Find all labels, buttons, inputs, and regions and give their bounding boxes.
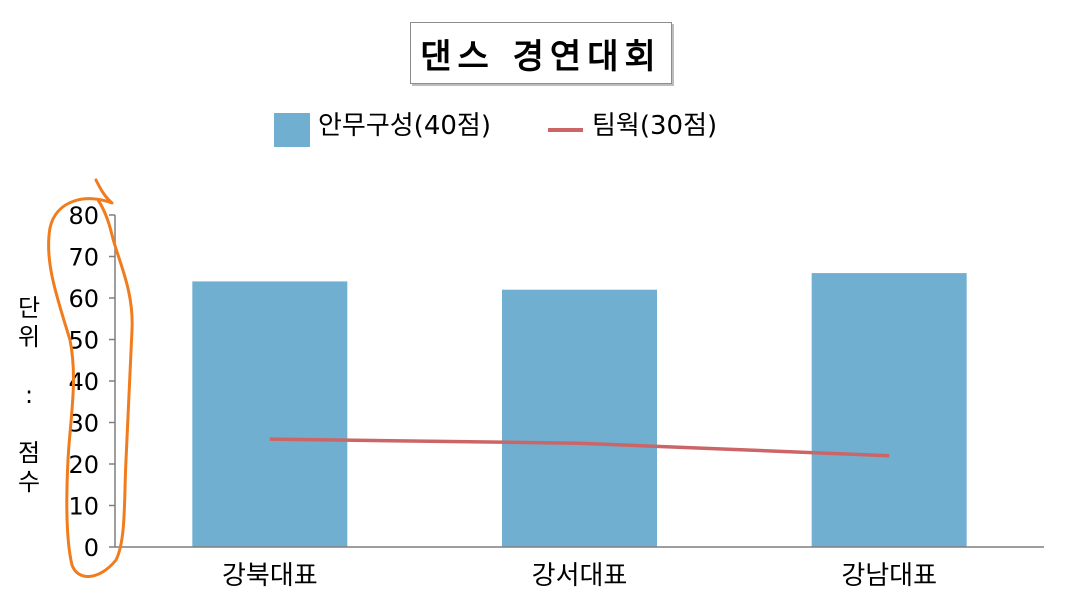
- y-tick-label-10: 10: [68, 493, 99, 521]
- y-tick-label-30: 30: [68, 410, 99, 438]
- bar-강남대표: [811, 273, 967, 547]
- legend-label-bar: 안무구성(40점): [318, 111, 491, 141]
- chart-title-box: 댄스 경연대회: [410, 22, 672, 84]
- bar-강북대표: [192, 281, 348, 547]
- x-tick-label-강북대표: 강북대표: [222, 561, 318, 591]
- bar-강서대표: [502, 289, 657, 547]
- y-tick-label-50: 50: [68, 327, 99, 355]
- hand-drawn-annotation-circle: [47, 178, 134, 578]
- y-tick-label-70: 70: [68, 244, 99, 272]
- chart-title: 댄스 경연대회: [420, 36, 662, 77]
- legend-bar-swatch: [274, 113, 310, 147]
- x-tick-label-강남대표: 강남대표: [841, 561, 937, 591]
- legend-label-line: 팀웍(30점): [592, 111, 717, 141]
- y-tick-label-20: 20: [68, 451, 99, 479]
- y-tick-label-60: 60: [68, 285, 99, 313]
- y-tick-label-80: 80: [68, 202, 99, 230]
- y-tick-label-0: 0: [84, 534, 99, 562]
- x-tick-label-강서대표: 강서대표: [532, 561, 628, 591]
